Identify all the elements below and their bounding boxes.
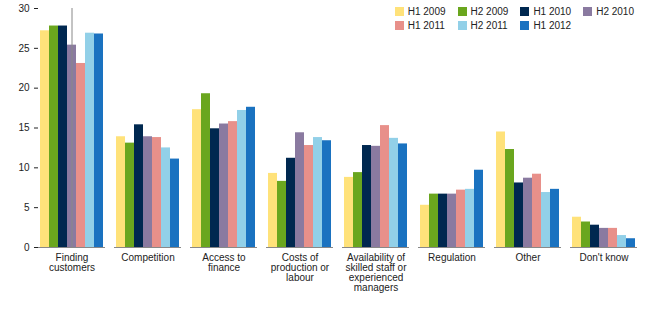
html-text:H1 2011: H1 2011 — [407, 20, 445, 31]
svg-text:Costs ofproduction orlabour: Costs ofproduction orlabour — [271, 252, 330, 283]
svg-text:Competition: Competition — [121, 252, 174, 263]
svg-text:25: 25 — [18, 43, 30, 54]
svg-text:Other: Other — [515, 252, 541, 263]
svg-text:15: 15 — [18, 122, 30, 133]
svg-text:Regulation: Regulation — [428, 252, 476, 263]
html-text:H1 2009: H1 2009 — [407, 6, 446, 17]
svg-text:0: 0 — [24, 242, 30, 253]
html-text:H2 2011: H2 2011 — [470, 20, 508, 31]
svg-text:5: 5 — [24, 202, 30, 213]
html-text:H1 2010: H1 2010 — [533, 6, 572, 17]
html-text:H1 2012: H1 2012 — [533, 20, 572, 31]
html-text:H2 2009: H2 2009 — [470, 6, 509, 17]
svg-text:Access tofinance: Access tofinance — [202, 252, 246, 273]
svg-text:30: 30 — [18, 3, 30, 14]
svg-text:Findingcustomers: Findingcustomers — [49, 252, 95, 273]
svg-text:10: 10 — [18, 162, 30, 173]
html-text:H2 2010: H2 2010 — [596, 6, 634, 17]
svg-text:Don't know: Don't know — [579, 252, 629, 263]
svg-text:Availability ofskilled staff o: Availability ofskilled staff orexperienc… — [346, 252, 408, 293]
svg-text:20: 20 — [18, 82, 30, 93]
